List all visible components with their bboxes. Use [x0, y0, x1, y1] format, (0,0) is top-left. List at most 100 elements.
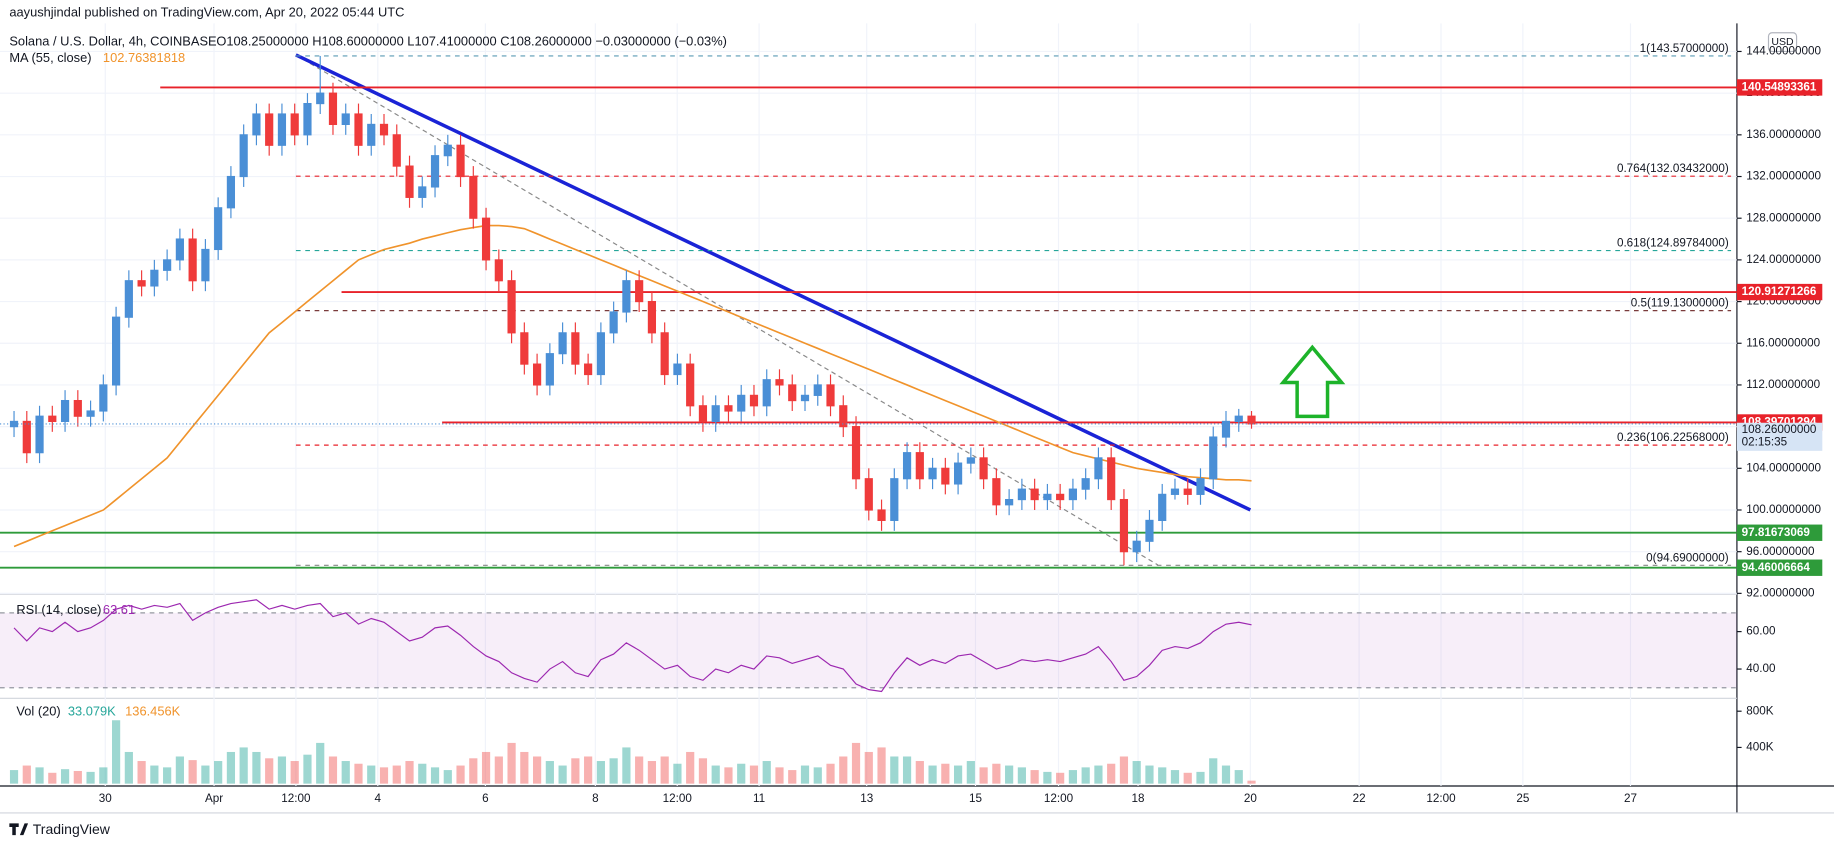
candle-body — [379, 123, 389, 136]
x-tick-label: Apr — [205, 792, 223, 805]
candle-body — [749, 394, 759, 407]
x-tick-label: 15 — [969, 792, 983, 805]
candle-body — [188, 238, 197, 282]
volume-bar — [851, 742, 861, 784]
volume-bar — [890, 756, 899, 784]
candle-body — [890, 478, 899, 522]
volume-bar — [392, 765, 401, 784]
candle-body — [902, 452, 912, 480]
y-tick-label: 96.00000000 — [1746, 545, 1815, 558]
x-tick-label: 25 — [1516, 792, 1530, 805]
volume-bar — [1234, 770, 1243, 784]
candle-body — [481, 217, 491, 261]
candle-body — [851, 426, 861, 480]
candle-body — [1158, 493, 1167, 522]
candle-body — [660, 332, 669, 376]
volume-bar — [1132, 761, 1141, 784]
candle-body — [635, 280, 644, 303]
candle-body — [673, 363, 682, 376]
candle-body — [1170, 488, 1180, 495]
volume-bar — [22, 765, 31, 784]
volume-bar — [584, 756, 593, 784]
candle-body — [647, 300, 657, 334]
volume-bar — [265, 758, 274, 784]
candle-body — [1196, 478, 1205, 495]
volume-bar — [1145, 765, 1154, 784]
volume-bar — [673, 763, 682, 784]
volume-bar — [367, 765, 376, 784]
candle-body — [864, 478, 873, 511]
candle-body — [60, 399, 70, 423]
main-pane — [0, 23, 1737, 787]
candle-body — [137, 280, 146, 287]
y-tick-label: 136.00000000 — [1746, 128, 1821, 141]
volume-bar — [494, 756, 503, 784]
y-tick-label: 104.00000000 — [1746, 461, 1821, 474]
volume-bar — [290, 761, 299, 784]
volume-bar — [966, 761, 975, 784]
candle-body — [214, 207, 223, 251]
candle-body — [686, 363, 695, 407]
volume-bar — [813, 767, 822, 784]
volume-bar — [124, 751, 133, 784]
symbol: Solana / U.S. Dollar, 4h, COINBASE — [9, 34, 217, 49]
volume-bar — [214, 761, 223, 784]
volume-bar — [647, 761, 657, 784]
candle-body — [941, 467, 950, 485]
volume-bar — [571, 758, 580, 784]
volume-bar — [405, 761, 414, 784]
candle-body — [533, 363, 542, 386]
volume-bar — [609, 758, 618, 784]
x-tick-label: 20 — [1244, 792, 1258, 805]
candle-body — [915, 452, 924, 480]
ohlc: O108.25000000 H108.60000000 L107.4100000… — [216, 34, 727, 49]
volume-bar — [1170, 770, 1180, 784]
rsi-name: RSI (14, close) — [16, 602, 101, 617]
level-box — [1736, 559, 1823, 576]
candle-body — [48, 415, 57, 423]
candle-body — [724, 405, 733, 412]
vol-ma-value: 136.456K — [125, 704, 180, 719]
candle-body — [163, 259, 172, 271]
level-box — [1736, 524, 1823, 541]
volume-bar — [788, 770, 797, 784]
volume-bar — [941, 763, 950, 784]
candle-body — [1183, 488, 1192, 495]
volume-bar — [112, 720, 121, 784]
candle-body — [788, 384, 797, 402]
candle-body — [175, 238, 184, 261]
volume-bar — [596, 761, 605, 784]
candle-body — [1005, 498, 1014, 506]
candle-body — [341, 113, 350, 126]
volume-bar — [418, 763, 427, 784]
volume-bar — [9, 770, 19, 784]
candle-body — [839, 405, 848, 428]
volume-bar — [163, 767, 172, 784]
volume-bar — [341, 761, 350, 784]
candle-body — [877, 509, 886, 522]
volume-bar — [1247, 780, 1256, 784]
volume-bar — [622, 747, 631, 784]
candle-body — [277, 113, 287, 146]
x-tick-label: 12:00 — [663, 792, 693, 805]
volume-bar — [277, 756, 287, 784]
y-tick-label: 112.00000000 — [1746, 378, 1820, 391]
volume-bar — [686, 751, 695, 784]
x-tick-label: 8 — [592, 792, 599, 805]
candle-body — [1107, 457, 1116, 501]
volume-bar — [635, 756, 644, 784]
candle-body — [73, 399, 82, 417]
volume-bar — [175, 756, 184, 784]
fib-label: 0(94.69000000) — [1646, 551, 1729, 564]
candle-body — [596, 332, 605, 376]
ma-line — [13, 224, 1252, 548]
candle-body — [22, 420, 31, 454]
volume-bar — [660, 756, 669, 784]
candle-body — [1221, 420, 1231, 438]
ma-name: MA (55, close) — [9, 50, 91, 65]
candle-body — [800, 394, 810, 402]
volume-bar — [737, 763, 746, 784]
volume-bar — [137, 761, 146, 784]
candle-body — [1247, 415, 1256, 425]
